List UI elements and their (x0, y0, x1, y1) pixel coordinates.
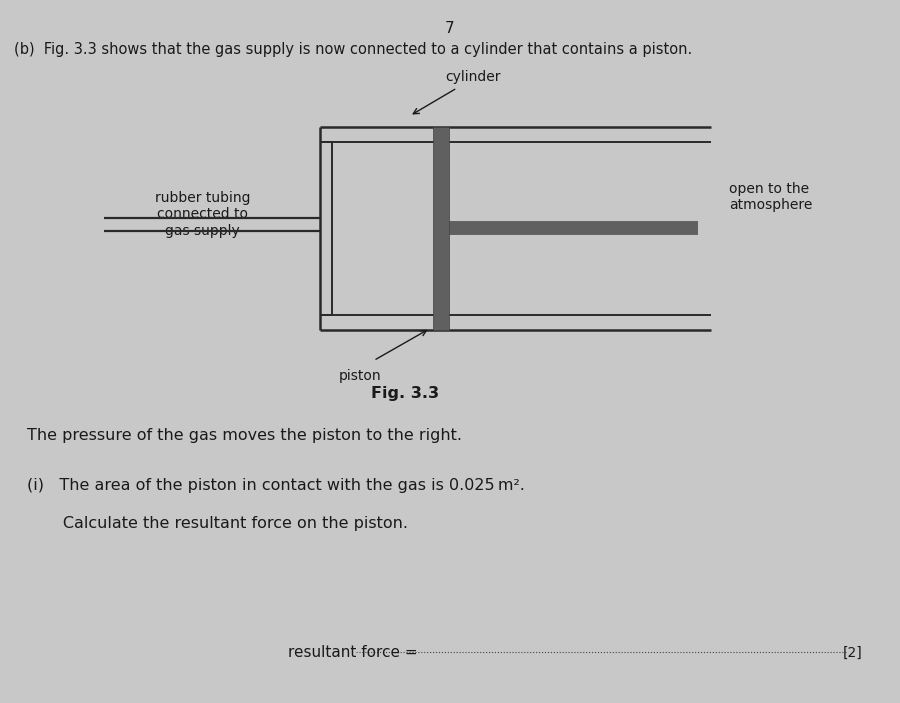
Text: (b)  Fig. 3.3 shows that the gas supply is now connected to a cylinder that cont: (b) Fig. 3.3 shows that the gas supply i… (14, 42, 692, 57)
Bar (320, 127, 711, 330)
Text: Fig. 3.3: Fig. 3.3 (371, 386, 439, 401)
Text: cylinder: cylinder (445, 70, 500, 84)
Text: The pressure of the gas moves the piston to the right.: The pressure of the gas moves the piston… (27, 428, 462, 444)
Text: piston: piston (338, 369, 382, 383)
Text: resultant force =: resultant force = (288, 645, 422, 660)
Text: rubber tubing
connected to
gas supply: rubber tubing connected to gas supply (155, 191, 250, 238)
Text: Calculate the resultant force on the piston.: Calculate the resultant force on the pis… (27, 516, 408, 531)
Text: 7: 7 (446, 21, 454, 36)
Text: open to the
atmosphere: open to the atmosphere (729, 182, 813, 212)
Bar (433, 127, 449, 330)
Text: (i)   The area of the piston in contact with the gas is 0.025 m².: (i) The area of the piston in contact wi… (27, 477, 525, 493)
Text: [2]: [2] (842, 645, 862, 659)
